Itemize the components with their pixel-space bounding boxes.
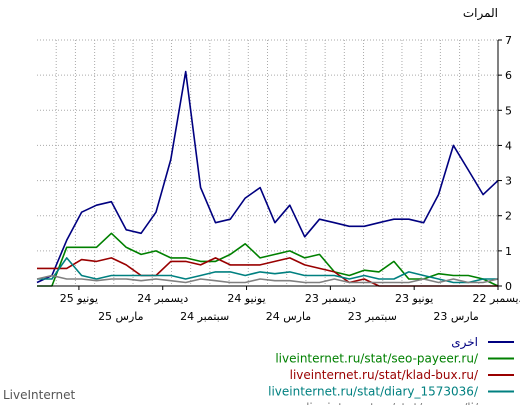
y-tick-label: 2 bbox=[505, 210, 512, 223]
legend-label-4: liveinternet.ru/stat/diary_1573036/ bbox=[268, 385, 479, 399]
legend-label-5: liveinternet.ru/stat/groups/li/ bbox=[306, 401, 479, 405]
series-group bbox=[36, 70, 499, 287]
series-line-4 bbox=[37, 257, 498, 284]
x-tick-label-secondary: مارس 25 bbox=[98, 310, 144, 323]
footer-brand: LiveInternet bbox=[3, 388, 76, 402]
y-tick-label: 6 bbox=[505, 69, 512, 82]
y-tick-label: 7 bbox=[505, 34, 512, 47]
y-tick-label: 3 bbox=[505, 175, 512, 188]
y-tick-label: 4 bbox=[505, 139, 512, 152]
axes: 0 1 2 3 4 5 6 7 ديسمبر 22 يونيو 23 ديسمبر 23 يونيو … bbox=[37, 34, 520, 323]
x-tick-label: ديسمبر 24 bbox=[137, 292, 188, 305]
x-tick-label: يونيو 23 bbox=[395, 292, 433, 305]
x-tick-label: يونيو 24 bbox=[227, 292, 265, 305]
series-line-1 bbox=[36, 70, 499, 284]
y-tick-label: 1 bbox=[505, 245, 512, 258]
y-tick-label: 5 bbox=[505, 104, 512, 117]
x-tick-label: ديسمبر 23 bbox=[305, 292, 356, 305]
grid bbox=[37, 39, 498, 286]
x-tick-label-secondary: سبتمبر 23 bbox=[348, 310, 397, 323]
legend-label-2: liveinternet.ru/stat/seo-payeer.ru/ bbox=[275, 352, 479, 366]
series-line-5 bbox=[36, 274, 499, 284]
x-tick-label: ديسمبر 22 bbox=[472, 292, 520, 305]
y-tick-label: 0 bbox=[505, 280, 512, 293]
x-tick-label-secondary: سبتمبر 24 bbox=[180, 310, 229, 323]
x-tick-label-secondary: مارس 23 bbox=[433, 310, 479, 323]
legend: اخرى liveinternet.ru/stat/seo-payeer.ru/l… bbox=[268, 335, 514, 405]
x-tick-label: يونيو 25 bbox=[60, 292, 98, 305]
y-axis-label: المرات bbox=[463, 6, 498, 21]
legend-label-3: liveinternet.ru/stat/klad-bux.ru/ bbox=[290, 368, 479, 382]
x-tick-label-secondary: مارس 24 bbox=[266, 310, 312, 323]
legend-label-1: اخرى bbox=[451, 335, 478, 350]
